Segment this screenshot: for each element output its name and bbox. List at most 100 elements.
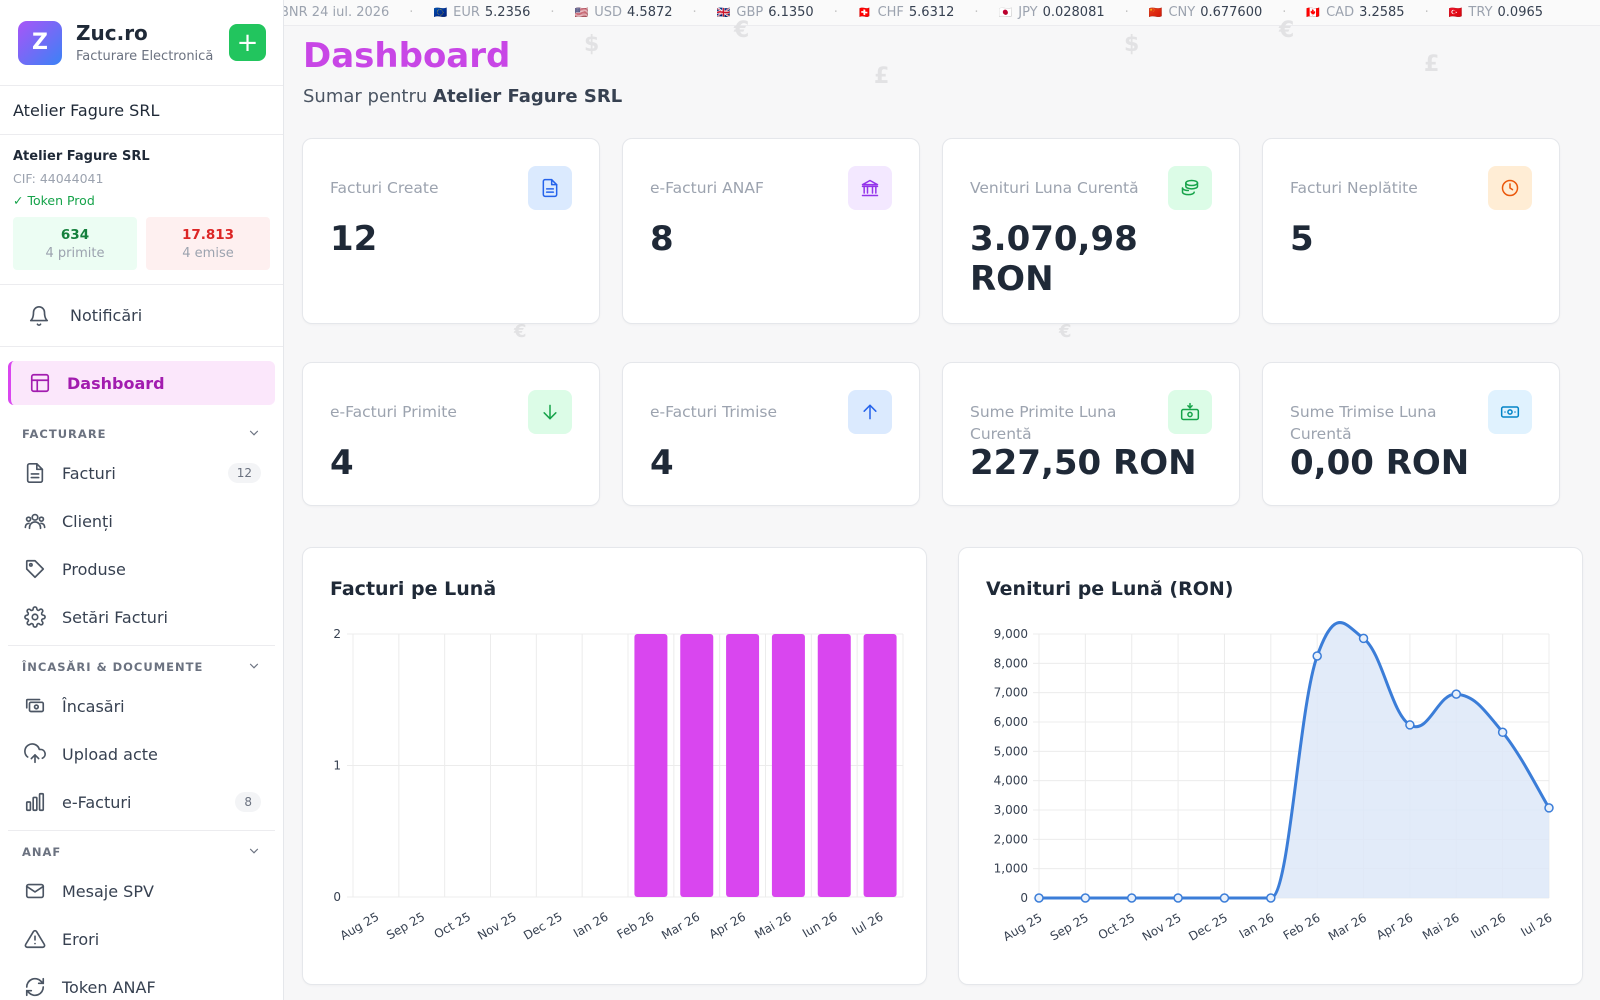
ticker-code: TRY bbox=[1468, 5, 1493, 20]
flag-icon: 🇪🇺 bbox=[433, 6, 448, 19]
x-tick-label: Mar 26 bbox=[1326, 910, 1369, 943]
stat-card-sume-trimise-luna-curenta[interactable]: Sume Trimise Luna Curentă 0,00 RON bbox=[1262, 362, 1560, 506]
x-tick-label: Mai 26 bbox=[1420, 910, 1462, 942]
nav-item-label: Clienți bbox=[62, 511, 113, 531]
issued-label: 4 emise bbox=[182, 245, 234, 261]
x-tick-label: Feb 26 bbox=[1281, 910, 1323, 942]
x-tick-label: Mar 26 bbox=[659, 909, 702, 942]
ticker-item: 🇬🇧 GBP 6.1350 bbox=[717, 5, 814, 20]
data-point[interactable] bbox=[1312, 651, 1322, 661]
y-tick-label: 0 bbox=[333, 890, 341, 904]
data-point[interactable] bbox=[1544, 803, 1554, 813]
data-point[interactable] bbox=[1451, 689, 1462, 699]
nav-item-upload-acte[interactable]: Upload acte bbox=[0, 730, 283, 778]
stat-card-facturi-neplatite[interactable]: Facturi Neplătite 5 bbox=[1262, 138, 1560, 324]
ticker-separator: · bbox=[1124, 5, 1129, 20]
bar-chart-icon bbox=[24, 791, 48, 813]
nav-section-header[interactable]: FACTURARE bbox=[0, 419, 283, 449]
pound-doodle-icon: £ bbox=[874, 64, 890, 89]
data-point[interactable] bbox=[1405, 720, 1415, 730]
page-title: Dashboard bbox=[303, 36, 511, 76]
data-point[interactable] bbox=[1219, 893, 1230, 903]
money-in-icon bbox=[1168, 390, 1212, 434]
warning-icon bbox=[24, 928, 48, 950]
euro-doodle-icon: € bbox=[514, 321, 527, 342]
app-logo[interactable]: Z bbox=[18, 20, 62, 65]
nav-section-header[interactable]: ÎNCASĂRI & DOCUMENTE bbox=[0, 652, 283, 682]
bell-icon bbox=[28, 305, 52, 327]
nav-dashboard[interactable]: Dashboard bbox=[8, 361, 275, 405]
x-tick-label: Sep 25 bbox=[1048, 910, 1091, 943]
ticker-value: 5.2356 bbox=[484, 5, 531, 20]
x-tick-label: Iul 26 bbox=[1518, 910, 1554, 939]
data-point[interactable] bbox=[1497, 727, 1508, 738]
received-stat[interactable]: 634 4 primite bbox=[13, 217, 137, 270]
bar[interactable] bbox=[771, 634, 805, 897]
bar[interactable] bbox=[726, 634, 760, 897]
nav-item-produse[interactable]: Produse bbox=[0, 545, 283, 593]
issued-stat[interactable]: 17.813 4 emise bbox=[146, 217, 270, 270]
nav-section-header[interactable]: ANAF bbox=[0, 837, 283, 867]
ticker-item: 🇨🇳 CNY 0.677600 bbox=[1149, 5, 1262, 20]
coins-icon bbox=[1168, 166, 1212, 210]
nav-item-label: Produse bbox=[62, 559, 126, 579]
data-point[interactable] bbox=[1080, 893, 1091, 903]
nav-item-set-ri-facturi[interactable]: Setări Facturi bbox=[0, 593, 283, 641]
stat-card-facturi-create[interactable]: Facturi Create 12 bbox=[302, 138, 600, 324]
nav-item-facturi[interactable]: Facturi 12 bbox=[0, 449, 283, 497]
y-tick-label: 6,000 bbox=[994, 715, 1028, 729]
nav-item-e-facturi[interactable]: e-Facturi 8 bbox=[0, 778, 283, 826]
x-tick-label: Aug 25 bbox=[338, 909, 382, 942]
arrow-up-icon bbox=[848, 390, 892, 434]
arrow-down-icon bbox=[528, 390, 572, 434]
nav-item-label: Facturi bbox=[62, 463, 116, 483]
data-point[interactable] bbox=[1034, 893, 1044, 903]
nav-item-token-anaf[interactable]: Token ANAF bbox=[0, 963, 283, 1000]
data-point[interactable] bbox=[1173, 893, 1183, 903]
flag-icon: 🇹🇷 bbox=[1448, 6, 1463, 19]
revenue-chart-title: Venituri pe Lună (RON) bbox=[986, 578, 1234, 600]
flag-icon: 🇯🇵 bbox=[998, 6, 1013, 19]
ticker-code: BNR 24 iul. 2026 bbox=[284, 5, 390, 20]
x-tick-label: Feb 26 bbox=[614, 909, 656, 941]
money-out-icon bbox=[1488, 390, 1532, 434]
y-tick-label: 4,000 bbox=[994, 774, 1028, 788]
ticker-item: 🇹🇷 TRY 0.0965 bbox=[1449, 5, 1543, 20]
company-selector[interactable]: Atelier Fagure SRL bbox=[0, 86, 283, 135]
add-button[interactable]: + bbox=[229, 24, 266, 61]
stat-card-sume-primite-luna-curenta[interactable]: Sume Primite Luna Curentă 227,50 RON bbox=[942, 362, 1240, 506]
data-point[interactable] bbox=[1266, 893, 1276, 903]
bar[interactable] bbox=[817, 634, 851, 897]
stat-label: Facturi Create bbox=[330, 179, 439, 197]
bar[interactable] bbox=[680, 634, 714, 897]
ticker-code: GBP bbox=[736, 5, 764, 20]
stat-card-e-facturi-anaf[interactable]: e-Facturi ANAF 8 bbox=[622, 138, 920, 324]
nav-divider bbox=[8, 830, 275, 831]
bar[interactable] bbox=[634, 634, 668, 897]
ticker-value: 0.0965 bbox=[1497, 5, 1544, 20]
invoices-chart-title: Facturi pe Lună bbox=[330, 578, 497, 600]
nav-notifications[interactable]: Notificări bbox=[0, 285, 283, 347]
brand-header: Z Zuc.ro Facturare Electronică + bbox=[0, 0, 283, 86]
data-point[interactable] bbox=[1126, 893, 1137, 903]
nav-item-clien-i[interactable]: Clienți bbox=[0, 497, 283, 545]
ticker-separator: · bbox=[409, 5, 414, 20]
subtitle-prefix: Sumar pentru bbox=[303, 86, 428, 107]
stat-card-venituri-luna-curenta[interactable]: Venituri Luna Curentă 3.070,98 RON bbox=[942, 138, 1240, 324]
company-name: Atelier Fagure SRL bbox=[13, 149, 150, 164]
received-label: 4 primite bbox=[45, 245, 105, 261]
nav-item--ncas-ri[interactable]: Încasări bbox=[0, 682, 283, 730]
nav-item-erori[interactable]: Erori bbox=[0, 915, 283, 963]
bar[interactable] bbox=[863, 634, 897, 897]
issued-count: 17.813 bbox=[181, 226, 235, 243]
nav-item-label: Încasări bbox=[62, 696, 125, 716]
nav-item-label: Mesaje SPV bbox=[62, 881, 154, 901]
stat-value: 8 bbox=[650, 219, 674, 259]
stat-card-e-facturi-trimise[interactable]: e-Facturi Trimise 4 bbox=[622, 362, 920, 506]
dollar-doodle-icon: $ bbox=[584, 32, 600, 57]
stat-card-e-facturi-primite[interactable]: e-Facturi Primite 4 bbox=[302, 362, 600, 506]
nav-section-title: FACTURARE bbox=[22, 427, 107, 441]
nav-item-mesaje-spv[interactable]: Mesaje SPV bbox=[0, 867, 283, 915]
data-point[interactable] bbox=[1358, 633, 1369, 644]
x-tick-label: Ian 26 bbox=[1237, 910, 1277, 941]
